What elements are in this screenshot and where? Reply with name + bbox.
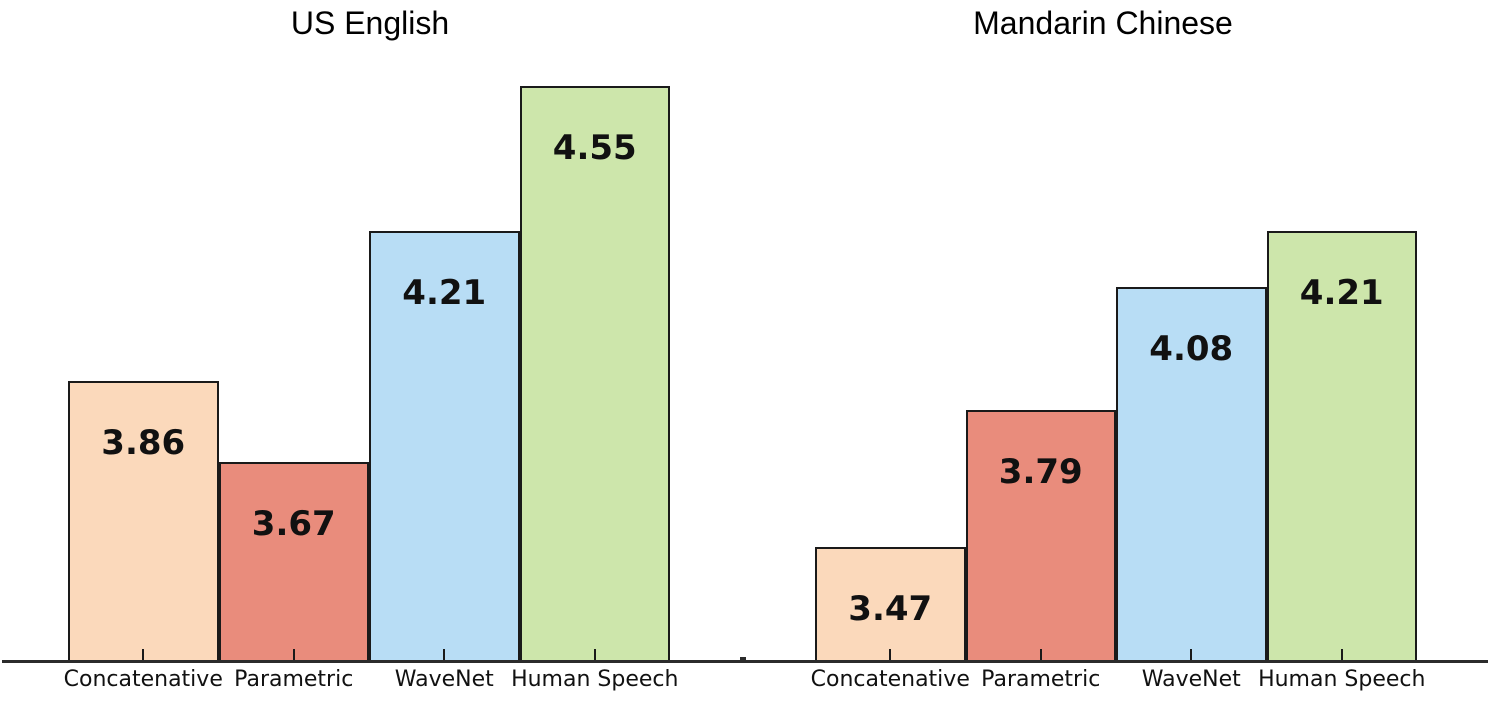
x-axis-label-us-english-human-speech: Human Speech [511,667,679,692]
bar-mandarin-chinese-concatenative [815,546,966,662]
bar-mandarin-chinese-wavenet [1116,286,1267,662]
value-label-mandarin-chinese-parametric: 3.79 [998,452,1083,493]
bar-mandarin-chinese-human-speech [1266,231,1417,662]
x-axis-label-mandarin-chinese-parametric: Parametric [981,667,1101,692]
x-tick-us-english-concatenative [142,649,145,660]
bar-mandarin-chinese-parametric [965,410,1116,662]
x-axis-label-us-english-concatenative: Concatenative [63,667,223,692]
x-tick-mandarin-chinese-parametric [1039,649,1042,660]
value-label-us-english-concatenative: 3.86 [101,422,186,463]
value-label-us-english-wavenet: 4.21 [402,273,487,314]
x-tick-mandarin-chinese-human-speech [1340,649,1343,660]
bar-us-english-human-speech [519,86,670,662]
value-label-us-english-parametric: 3.67 [251,503,336,544]
x-tick-us-english-human-speech [593,649,596,660]
x-axis-label-mandarin-chinese-wavenet: WaveNet [1141,667,1241,692]
x-axis-label-us-english-wavenet: WaveNet [394,667,494,692]
x-tick-mandarin-chinese-concatenative [889,649,892,660]
value-label-mandarin-chinese-concatenative: 3.47 [848,588,933,629]
x-tick-mandarin-chinese-wavenet [1190,649,1193,660]
value-label-mandarin-chinese-human-speech: 4.21 [1299,273,1384,314]
bar-us-english-wavenet [369,231,520,662]
bar-us-english-parametric [218,461,369,662]
value-label-mandarin-chinese-wavenet: 4.08 [1149,328,1234,369]
panel-title-mandarin-chinese: Mandarin Chinese [973,5,1233,41]
x-axis-line [2,660,1488,663]
x-axis-label-mandarin-chinese-concatenative: Concatenative [810,667,970,692]
x-axis-label-mandarin-chinese-human-speech: Human Speech [1258,667,1426,692]
bar-us-english-concatenative [68,380,219,662]
axis-mid-tick [740,657,746,660]
x-tick-us-english-wavenet [443,649,446,660]
x-axis-label-us-english-parametric: Parametric [234,667,354,692]
panel-title-us-english: US English [290,5,450,41]
value-label-us-english-human-speech: 4.55 [552,128,637,169]
x-tick-us-english-parametric [292,649,295,660]
